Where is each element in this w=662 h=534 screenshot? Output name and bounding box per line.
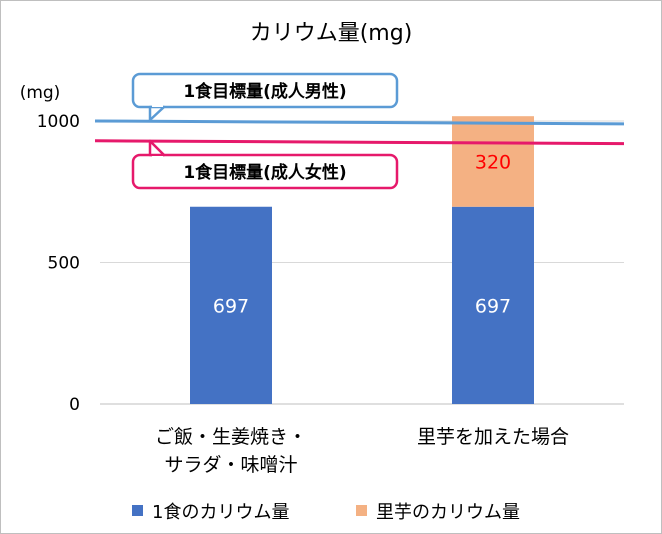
callout-pointer [148,139,166,157]
callout-box [131,72,399,109]
y-unit-label: (mg) [20,83,61,103]
category-label: サラダ・味噌汁 [164,454,297,476]
reference-line-women [94,139,625,146]
data-label: 697 [475,295,511,317]
y-tick-label: 500 [48,254,80,274]
reference-line-men [94,119,625,126]
y-tick-label: 0 [69,395,80,415]
legend-swatch [356,505,367,516]
legend-label: 1食のカリウム量 [152,502,289,523]
data-label: 320 [475,151,511,173]
data-label: 697 [213,295,249,317]
callout-box [131,153,399,190]
callout-label: 1食目標量(成人男性) [183,81,346,102]
callout-joint [152,156,163,159]
bar-meal [190,206,272,404]
y-tick-label: 1000 [37,112,80,132]
legend-swatch [132,505,143,516]
callout-joint [152,104,163,107]
chart-title: カリウム量(mg) [250,21,413,46]
bar-taro [452,116,534,207]
bar-meal [452,206,534,404]
category-label: 里芋を加えた場合 [417,426,569,448]
legend-label: 里芋のカリウム量 [376,502,520,523]
callout-label: 1食目標量(成人女性) [183,162,346,183]
callout-pointer [148,105,166,122]
category-label: ご飯・生姜焼き・ [155,426,307,448]
